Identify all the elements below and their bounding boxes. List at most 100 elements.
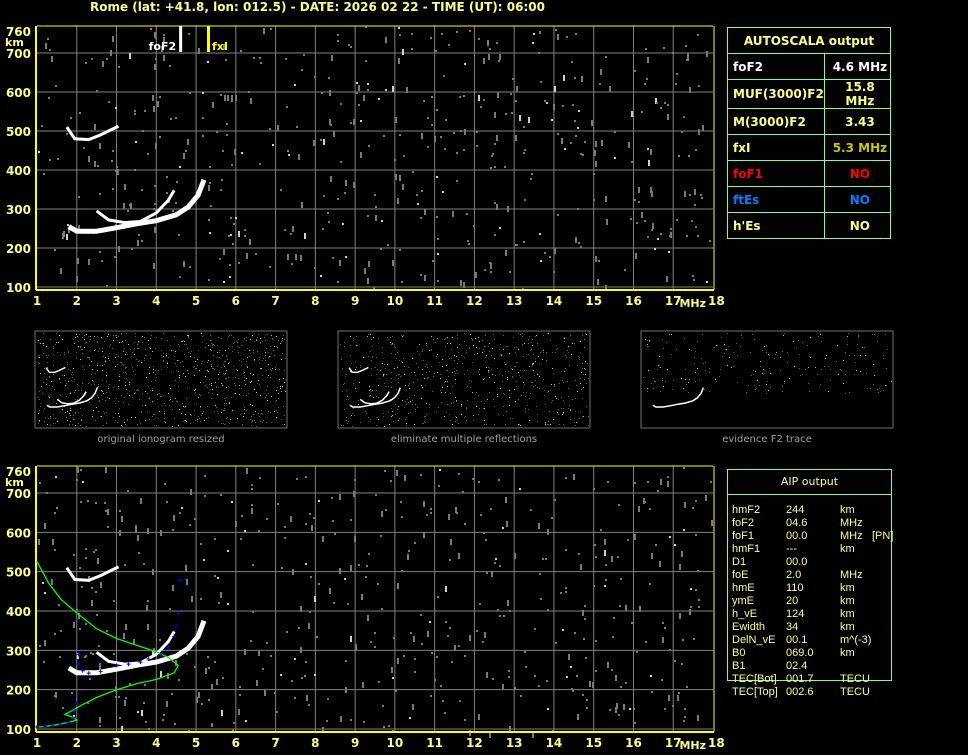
noise-echo — [272, 144, 274, 146]
thumbnail-noise — [505, 424, 506, 425]
thumbnail-noise — [429, 350, 430, 351]
thumbnail-noise — [187, 370, 188, 371]
noise-echo — [508, 676, 510, 678]
thumbnail-noise — [233, 337, 234, 338]
thumbnail-noise — [870, 388, 871, 389]
noise-echo — [459, 700, 461, 702]
thumbnail-noise — [660, 391, 661, 392]
thumbnail-noise — [152, 416, 153, 417]
thumbnail-noise — [253, 414, 254, 415]
noise-echo — [641, 212, 643, 218]
thumbnail-noise — [123, 351, 124, 352]
thumbnail-noise — [422, 374, 423, 375]
thumbnail-noise — [760, 366, 761, 367]
thumbnail-noise — [484, 403, 485, 404]
thumbnail-noise — [116, 354, 117, 355]
thumbnail-noise — [147, 412, 148, 413]
noise-echo — [523, 126, 525, 128]
thumbnail-noise — [396, 375, 397, 376]
noise-echo — [690, 606, 692, 608]
noise-echo — [375, 215, 377, 221]
thumbnail-noise — [766, 393, 767, 394]
thumbnail-noise — [155, 348, 156, 349]
noise-echo — [494, 166, 496, 168]
thumbnail-noise — [378, 419, 379, 420]
noise-echo — [119, 530, 121, 536]
thumbnail-noise — [383, 413, 384, 414]
noise-echo — [444, 712, 446, 714]
noise-echo — [137, 240, 139, 246]
thumbnail-noise — [121, 342, 122, 343]
thumbnail-noise — [547, 392, 548, 393]
thumbnail-noise — [384, 383, 385, 384]
thumbnail-noise — [68, 352, 69, 353]
noise-echo — [480, 514, 482, 516]
aip-value: 20 — [786, 595, 799, 607]
thumbnail-noise — [467, 400, 468, 401]
thumbnail-noise — [426, 372, 427, 373]
thumbnail-noise — [456, 417, 457, 418]
y-tick-label: 200 — [6, 242, 31, 256]
noise-echo — [524, 651, 526, 653]
noise-echo — [448, 44, 450, 46]
thumbnail-noise — [187, 348, 188, 349]
thumbnail-noise — [476, 392, 477, 393]
thumbnail-noise — [405, 385, 406, 386]
noise-echo — [144, 110, 146, 112]
thumbnail-noise — [733, 352, 734, 353]
thumbnail-noise — [562, 380, 563, 381]
noise-echo — [578, 242, 580, 244]
thumbnail-noise — [478, 337, 479, 338]
thumbnail-noise — [77, 384, 78, 385]
thumbnail-noise — [886, 368, 887, 369]
thumbnail-noise — [195, 420, 196, 421]
thumbnail-noise — [185, 406, 186, 407]
noise-echo — [62, 707, 64, 709]
noise-echo — [137, 535, 139, 541]
thumbnail-noise — [360, 422, 361, 423]
thumbnail-frame — [34, 330, 288, 429]
thumbnail-noise — [408, 402, 409, 403]
noise-echo — [448, 514, 450, 520]
noise-echo — [491, 155, 493, 157]
thumbnail-noise — [550, 340, 551, 341]
noise-echo — [571, 61, 573, 63]
thumbnail-noise — [768, 390, 769, 391]
noise-echo — [52, 539, 54, 545]
thumbnail-noise — [574, 343, 575, 344]
thumbnail-noise — [164, 418, 165, 419]
thumbnail-noise — [210, 340, 211, 341]
noise-echo — [452, 211, 454, 217]
thumbnail-noise — [412, 404, 413, 405]
thumbnail-noise — [545, 422, 546, 423]
thumbnail-noise — [447, 404, 448, 405]
noise-echo — [589, 681, 591, 687]
noise-echo — [305, 661, 307, 663]
thumbnail-noise — [423, 360, 424, 361]
noise-echo — [545, 558, 547, 560]
noise-echo — [309, 513, 311, 515]
noise-echo — [595, 141, 597, 147]
thumbnail-noise — [419, 344, 420, 345]
thumbnail-noise — [74, 343, 75, 344]
noise-echo — [311, 525, 313, 531]
noise-echo — [143, 702, 145, 704]
noise-echo — [453, 132, 455, 134]
thumbnail-noise — [648, 346, 649, 347]
thumbnail-noise — [156, 337, 157, 338]
thumbnail-noise — [258, 334, 259, 335]
thumbnail-noise — [880, 391, 881, 392]
noise-echo — [194, 666, 196, 668]
noise-echo — [540, 81, 542, 83]
thumbnail-noise — [40, 406, 41, 407]
noise-echo — [374, 632, 376, 634]
thumbnail-noise — [387, 364, 388, 365]
noise-echo — [286, 106, 288, 108]
thumbnail-noise — [378, 385, 379, 386]
noise-echo — [285, 58, 287, 60]
noise-echo — [399, 249, 401, 251]
thumbnail-noise — [764, 346, 765, 347]
thumbnail-noise — [507, 346, 508, 347]
noise-echo — [651, 229, 653, 231]
noise-echo — [142, 130, 144, 132]
